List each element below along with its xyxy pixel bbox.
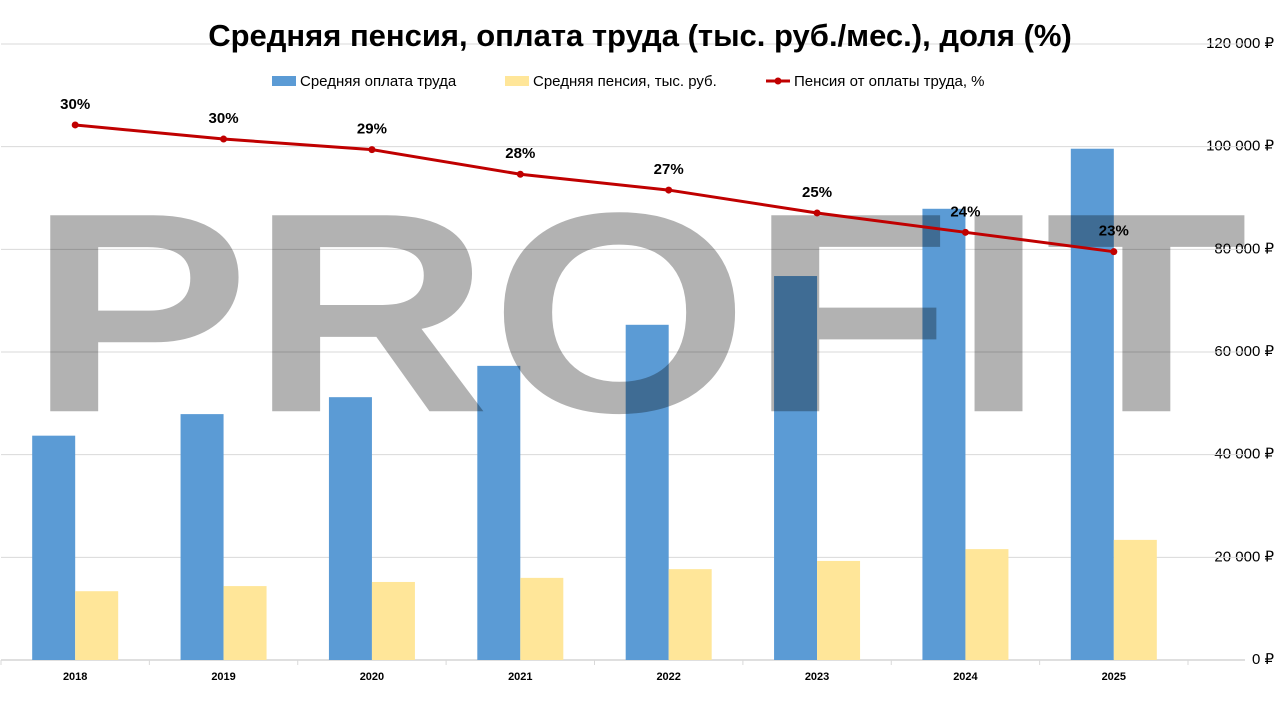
x-tick-label: 2023 [805, 671, 829, 683]
data-label: 25% [802, 184, 832, 201]
data-label: 23% [1099, 223, 1129, 240]
watermark: PROFIT [28, 154, 1248, 472]
line-point [813, 209, 821, 217]
y-tick-label: 80 000 ₽ [1214, 240, 1274, 257]
bar [922, 208, 966, 660]
line-point [368, 146, 376, 154]
x-tick-label: 2021 [508, 671, 532, 683]
bar [774, 276, 818, 660]
line-point [1110, 248, 1118, 256]
x-tick-label: 2025 [1102, 671, 1126, 683]
bar [1070, 148, 1114, 660]
x-tick-label: 2018 [63, 671, 87, 683]
y-tick-label: 60 000 ₽ [1214, 343, 1274, 360]
line [75, 123, 1115, 254]
plot: PROFIT 30% 30% 29% 28% 27% 25% 24% 23% [28, 96, 1248, 660]
y-tick-label: 100 000 ₽ [1206, 138, 1274, 155]
line-point [665, 186, 673, 194]
bar [668, 569, 712, 660]
bar [817, 560, 861, 660]
line-point [961, 228, 969, 236]
x-tick-label: 2024 [953, 671, 978, 683]
bar [625, 324, 669, 660]
line-point [220, 135, 228, 143]
x-tick-label: 2020 [360, 671, 384, 683]
legend-swatch [505, 76, 529, 86]
bar [965, 549, 1009, 660]
legend-swatch [774, 77, 782, 85]
legend-label: Средняя пенсия, тыс. руб. [533, 73, 717, 90]
data-label: 27% [654, 161, 684, 178]
x-tick-label: 2022 [656, 671, 680, 683]
legend-label: Пенсия от оплаты труда, % [794, 73, 985, 90]
y-tick-label: 0 ₽ [1252, 651, 1275, 668]
data-label: 28% [505, 145, 535, 162]
data-label: 30% [60, 96, 90, 113]
legend: Средняя оплата труда Средняя пенсия, тыс.… [272, 73, 985, 90]
legend-swatch [272, 76, 296, 86]
bar [520, 577, 564, 660]
y-tick-label: 120 000 ₽ [1206, 35, 1274, 52]
line-point [71, 121, 79, 129]
bar [1113, 539, 1157, 660]
bar [371, 581, 415, 660]
bar [477, 365, 521, 660]
data-label: 30% [209, 110, 239, 127]
bar [32, 435, 76, 660]
data-label: 24% [950, 203, 980, 220]
bar [223, 586, 267, 660]
y-tick-label: 40 000 ₽ [1214, 446, 1274, 463]
chart-title: Средняя пенсия, оплата труда (тыс. руб./… [208, 18, 1072, 53]
legend-label: Средняя оплата труда [300, 73, 457, 90]
data-label: 29% [357, 121, 387, 138]
y-tick-label: 20 000 ₽ [1214, 548, 1274, 565]
x-tick-label: 2019 [211, 671, 235, 683]
bar [328, 397, 372, 660]
bar [75, 591, 119, 660]
line-point [516, 170, 524, 178]
bar [180, 414, 224, 660]
